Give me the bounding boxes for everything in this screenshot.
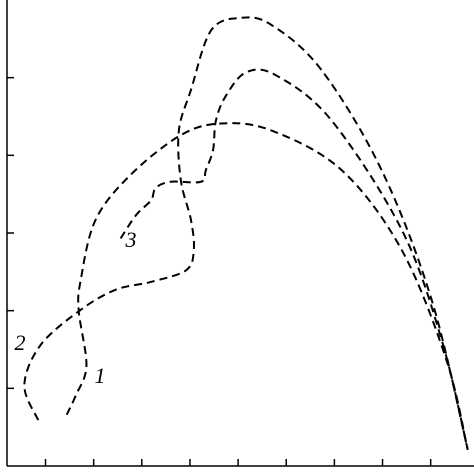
series-line (65, 122, 469, 450)
series-line (23, 16, 469, 450)
series-label: 3 (125, 227, 137, 252)
series-label: 1 (95, 363, 106, 388)
series-label: 2 (15, 330, 26, 355)
series-line (119, 68, 469, 450)
